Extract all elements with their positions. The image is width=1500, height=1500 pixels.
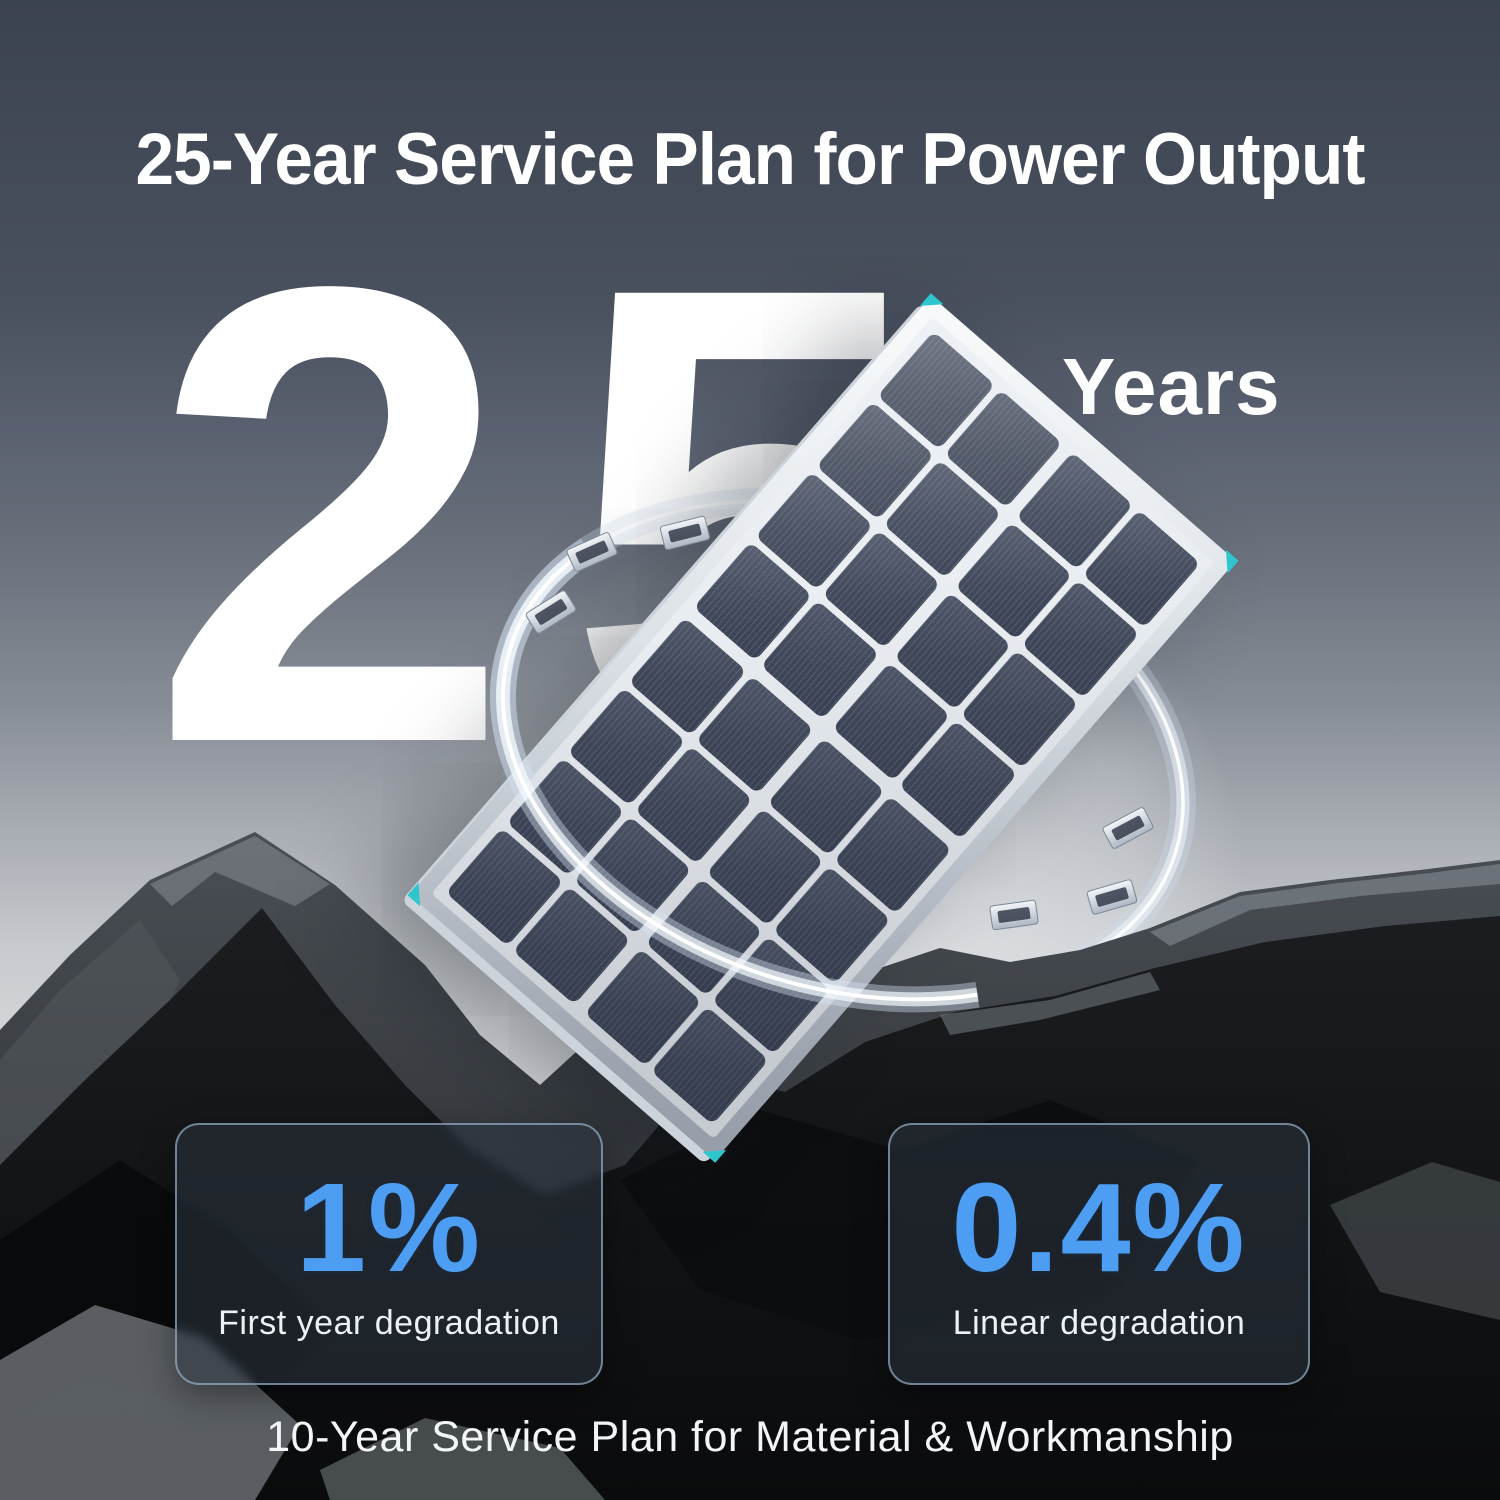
stat-label: Linear degradation xyxy=(952,1303,1246,1342)
stat-label: First year degradation xyxy=(218,1303,560,1342)
stat-card-linear-degradation: 0.4% Linear degradation xyxy=(888,1123,1310,1385)
ring-clasp-icon xyxy=(989,899,1039,931)
footnote: 10-Year Service Plan for Material & Work… xyxy=(266,1413,1234,1461)
ring-clasp-icon xyxy=(1086,879,1138,915)
ring-clasp-icon xyxy=(659,515,711,551)
headline: 25-Year Service Plan for Power Output xyxy=(135,119,1365,200)
ring-clasp-icon xyxy=(1102,807,1154,849)
stat-value: 0.4% xyxy=(951,1156,1247,1298)
stat-value: 1% xyxy=(295,1156,483,1298)
stat-card-first-year-degradation: 1% First year degradation xyxy=(175,1123,603,1385)
ring-clasp-icon xyxy=(566,532,618,572)
